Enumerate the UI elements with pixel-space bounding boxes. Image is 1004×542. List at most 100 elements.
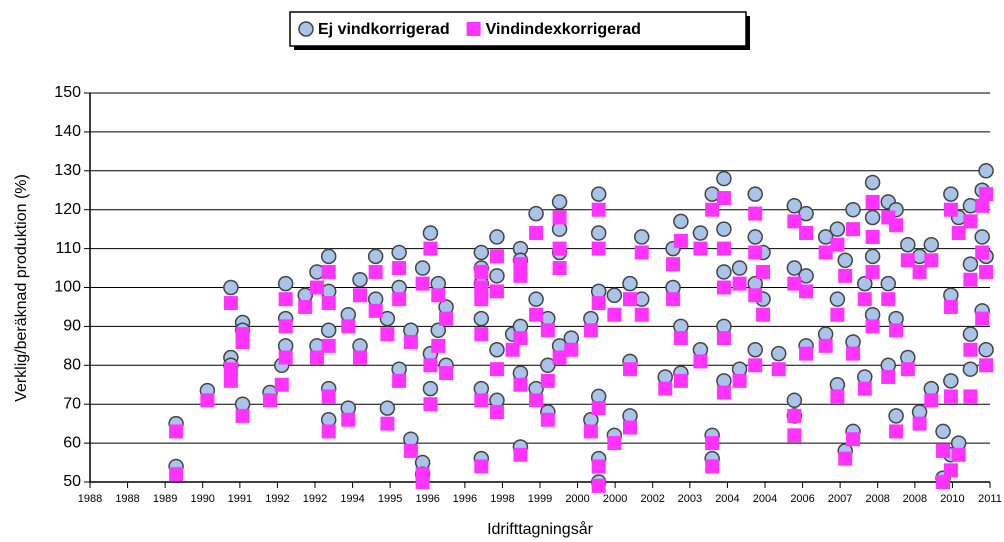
point: [974, 229, 990, 245]
point: [924, 393, 939, 408]
point: [321, 424, 336, 439]
point: [591, 459, 606, 474]
x-tick-label: 2004: [753, 493, 777, 505]
point: [798, 205, 814, 222]
y-tick-label: 140: [54, 123, 81, 140]
point: [865, 194, 880, 209]
point: [422, 225, 439, 241]
point: [474, 280, 489, 295]
point: [423, 358, 438, 373]
point: [963, 389, 978, 404]
point: [529, 393, 544, 408]
point: [978, 163, 994, 179]
point: [607, 307, 622, 322]
point: [962, 326, 979, 342]
point: [321, 296, 336, 311]
point: [403, 443, 418, 458]
point: [392, 292, 407, 307]
point: [513, 447, 528, 462]
point: [540, 323, 555, 338]
x-tick-label: 1992: [265, 493, 289, 505]
point: [505, 342, 520, 357]
x-tick-label: 2008: [903, 493, 927, 505]
point: [975, 311, 990, 326]
point: [705, 459, 720, 474]
point: [274, 377, 289, 392]
point: [489, 362, 504, 377]
point: [787, 428, 802, 443]
point: [590, 225, 607, 241]
x-tick-label: 2006: [790, 493, 814, 505]
point: [951, 447, 966, 462]
point: [943, 299, 958, 314]
point: [583, 424, 598, 439]
point: [978, 341, 994, 358]
legend-label: Vindindexkorrigerad: [486, 21, 641, 38]
point: [830, 307, 845, 322]
point: [888, 408, 904, 424]
point: [320, 322, 337, 339]
point: [787, 276, 802, 291]
point: [439, 311, 454, 326]
x-axis-label: Idrifttagningsår: [487, 520, 594, 538]
point: [963, 272, 978, 287]
point: [693, 241, 708, 256]
point: [716, 264, 732, 280]
x-tick-label: 1990: [190, 493, 214, 505]
point: [787, 214, 802, 229]
point: [881, 292, 896, 307]
legend-marker: [466, 22, 481, 36]
x-tick-label: 1991: [228, 493, 252, 505]
point: [716, 170, 732, 187]
point: [818, 245, 833, 260]
x-tick-label: 2003: [678, 493, 702, 505]
point: [857, 275, 873, 292]
point: [936, 475, 951, 489]
point: [747, 229, 763, 245]
point: [489, 229, 505, 245]
y-tick-label: 120: [54, 201, 81, 218]
point: [392, 261, 407, 276]
point: [623, 292, 637, 307]
point: [352, 271, 368, 288]
point: [975, 198, 990, 213]
y-tick-label: 80: [63, 357, 81, 374]
point: [392, 373, 407, 388]
point: [368, 303, 383, 318]
point: [540, 357, 556, 374]
legend-marker: [298, 21, 314, 37]
point: [924, 253, 939, 268]
point: [756, 307, 771, 322]
point: [943, 202, 958, 217]
point: [747, 341, 763, 358]
point: [658, 381, 673, 396]
point: [623, 362, 637, 377]
point: [551, 194, 568, 210]
point: [368, 264, 383, 279]
x-tick-label: 2010: [940, 493, 964, 505]
point: [770, 345, 787, 362]
point: [321, 389, 336, 404]
point: [513, 268, 528, 283]
point: [900, 253, 915, 268]
point: [979, 358, 994, 373]
point: [423, 241, 438, 256]
point: [513, 257, 528, 272]
point: [673, 331, 688, 346]
x-tick-label: 2002: [640, 493, 664, 505]
point: [529, 307, 544, 322]
point: [748, 206, 763, 221]
x-tick-label: 1999: [528, 493, 552, 505]
point: [830, 389, 845, 404]
point: [379, 310, 396, 327]
point: [321, 264, 336, 279]
legend-box: [289, 11, 747, 47]
point: [591, 202, 606, 217]
x-tick-label: 2004: [715, 493, 739, 505]
point: [528, 291, 544, 307]
y-tick-label: 130: [54, 162, 81, 179]
x-tick-label: 2000: [565, 493, 589, 505]
point: [732, 373, 747, 388]
point: [979, 187, 994, 202]
